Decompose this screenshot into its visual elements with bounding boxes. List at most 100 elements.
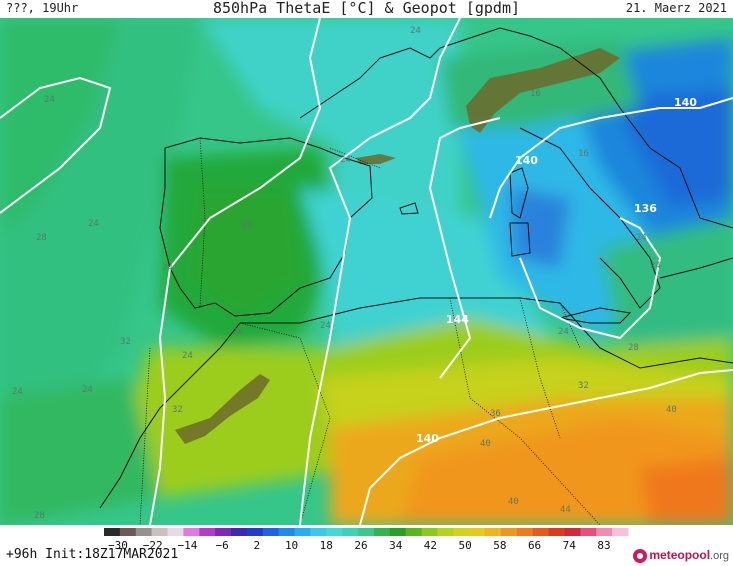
geopot-label: 136 bbox=[634, 202, 657, 215]
thetae-label: 40 bbox=[480, 439, 491, 449]
colorbar-swatch bbox=[500, 528, 518, 536]
colorbar-swatch bbox=[326, 528, 343, 536]
thetae-label: 32 bbox=[578, 381, 589, 391]
colorbar-swatch bbox=[310, 528, 327, 536]
colorbar-swatch bbox=[373, 528, 391, 536]
colorbar-swatch bbox=[199, 528, 216, 536]
thetae-label: 16 bbox=[530, 89, 541, 99]
colorbar-tick-label: 42 bbox=[424, 539, 437, 552]
colorbar: −30 −22 −14 −6 2 10 18 26 34 42 50 58 66 74 83 bbox=[104, 528, 629, 552]
colorbar-swatch bbox=[548, 528, 565, 536]
colorbar-tick-label: −6 bbox=[216, 539, 229, 552]
colorbar-swatch bbox=[485, 528, 502, 536]
colorbar-swatch bbox=[151, 528, 169, 536]
colorbar-swatch bbox=[516, 528, 534, 536]
colorbar-swatch bbox=[342, 528, 359, 536]
colorbar-swatch bbox=[389, 528, 407, 536]
thetae-label: 24 bbox=[82, 385, 93, 395]
colorbar-tick-label: 18 bbox=[320, 539, 333, 552]
colorbar-tick-label: 26 bbox=[354, 539, 367, 552]
colorbar-swatch bbox=[294, 528, 311, 536]
colorbar-swatch bbox=[104, 528, 121, 536]
colorbar-tick-label: −30 bbox=[108, 539, 128, 552]
valid-date: 21. Maerz 2021 bbox=[625, 1, 727, 15]
logo-name: meteopool bbox=[649, 548, 711, 563]
colorbar-swatch bbox=[532, 528, 550, 536]
colorbar-swatch bbox=[278, 528, 296, 536]
thetae-label: 24 bbox=[12, 387, 23, 397]
footer: −30 −22 −14 −6 2 10 18 26 34 42 50 58 66 74 83 +96h In… bbox=[0, 525, 733, 566]
colorbar-swatch bbox=[231, 528, 248, 536]
colorbar-tick-label: 74 bbox=[563, 539, 577, 552]
colorbar-tick-label: 10 bbox=[285, 539, 298, 552]
colorbar-swatch bbox=[167, 528, 184, 536]
geopot-label: 140 bbox=[416, 432, 439, 445]
valid-time: ???, 19Uhr bbox=[6, 1, 79, 15]
country-borders bbox=[139, 137, 601, 525]
thetae-label: 40 bbox=[666, 405, 677, 415]
thetae-label: 28 bbox=[36, 233, 47, 243]
thetae-label: 24 bbox=[650, 261, 661, 271]
thetae-label: 40 bbox=[508, 497, 519, 507]
colorbar-tick-label: 66 bbox=[528, 539, 541, 552]
thetae-label: 24 bbox=[44, 95, 55, 105]
colorbar-swatch bbox=[596, 528, 613, 536]
thetae-label: 24 bbox=[558, 327, 569, 337]
colorbar-swatch bbox=[437, 528, 454, 536]
colorbar-tick-label: 2 bbox=[254, 539, 261, 552]
logo-icon bbox=[633, 549, 648, 563]
colorbar-tick-label: −22 bbox=[143, 539, 163, 552]
thetae-label: 24 bbox=[320, 321, 331, 331]
colorbar-swatch bbox=[215, 528, 232, 536]
colorbar-swatch bbox=[183, 528, 200, 536]
thetae-label: 24 bbox=[88, 219, 99, 229]
pyrenees-terrain bbox=[356, 154, 396, 164]
colorbar-swatch bbox=[421, 528, 438, 536]
colorbar-tick-label: 58 bbox=[493, 539, 506, 552]
thetae-label: 28 bbox=[628, 343, 639, 353]
geopot-label: 140 bbox=[515, 154, 538, 167]
thetae-label: 24 bbox=[636, 233, 647, 243]
logo-tld: .org bbox=[710, 550, 729, 563]
colorbar-swatch bbox=[246, 528, 264, 536]
colorbar-tick-label: 50 bbox=[459, 539, 472, 552]
meteopool-logo[interactable]: meteopool.org bbox=[633, 548, 729, 563]
coastlines bbox=[99, 27, 733, 509]
thetae-label: 28 bbox=[242, 221, 253, 231]
colorbar-swatch bbox=[612, 528, 629, 536]
colorbar-swatch bbox=[262, 528, 280, 536]
colorbar-swatch bbox=[119, 528, 137, 536]
thetae-label: 28 bbox=[232, 327, 243, 337]
thetae-field bbox=[0, 18, 733, 525]
thetae-label: 24 bbox=[340, 155, 351, 165]
thetae-label: 44 bbox=[560, 505, 571, 515]
geopot-label: 144 bbox=[446, 313, 469, 326]
atlas-terrain bbox=[175, 374, 270, 444]
colorbar-swatch bbox=[469, 528, 486, 536]
colorbar-swatch bbox=[135, 528, 153, 536]
alps-terrain bbox=[466, 48, 620, 133]
colorbar-labels: −30 −22 −14 −6 2 10 18 26 34 42 50 58 66 74 83 bbox=[108, 539, 611, 552]
thetae-label: 36 bbox=[490, 409, 501, 419]
colorbar-swatch bbox=[358, 528, 375, 536]
colorbar-swatch bbox=[453, 528, 470, 536]
thetae-label: 24 bbox=[162, 263, 173, 273]
geopotential-contours bbox=[0, 18, 733, 525]
colorbar-swatch bbox=[580, 528, 597, 536]
thetae-label: 32 bbox=[172, 405, 183, 415]
colorbar-tick-label: 83 bbox=[597, 539, 610, 552]
map-title: 850hPa ThetaE [°C] & Geopot [gpdm] bbox=[212, 0, 521, 17]
geopot-label: 140 bbox=[674, 96, 697, 109]
thetae-label: 24 bbox=[410, 26, 421, 36]
colorbar-swatches bbox=[104, 528, 629, 536]
thetae-label: 32 bbox=[120, 337, 131, 347]
run-info: +96h Init:18Z17MAR2021 bbox=[6, 547, 179, 562]
colorbar-swatch bbox=[405, 528, 423, 536]
thetae-label: 16 bbox=[578, 149, 589, 159]
thetae-label: 28 bbox=[34, 511, 45, 521]
colorbar-tick-label: 34 bbox=[389, 539, 403, 552]
colorbar-swatch bbox=[564, 528, 581, 536]
header-bar: ???, 19Uhr 850hPa ThetaE [°C] & Geopot [… bbox=[0, 0, 733, 18]
weather-map: 24 24 24 24 24 28 24 24 24 24 28 24 16 1… bbox=[0, 18, 733, 525]
thetae-label: 24 bbox=[182, 351, 193, 361]
